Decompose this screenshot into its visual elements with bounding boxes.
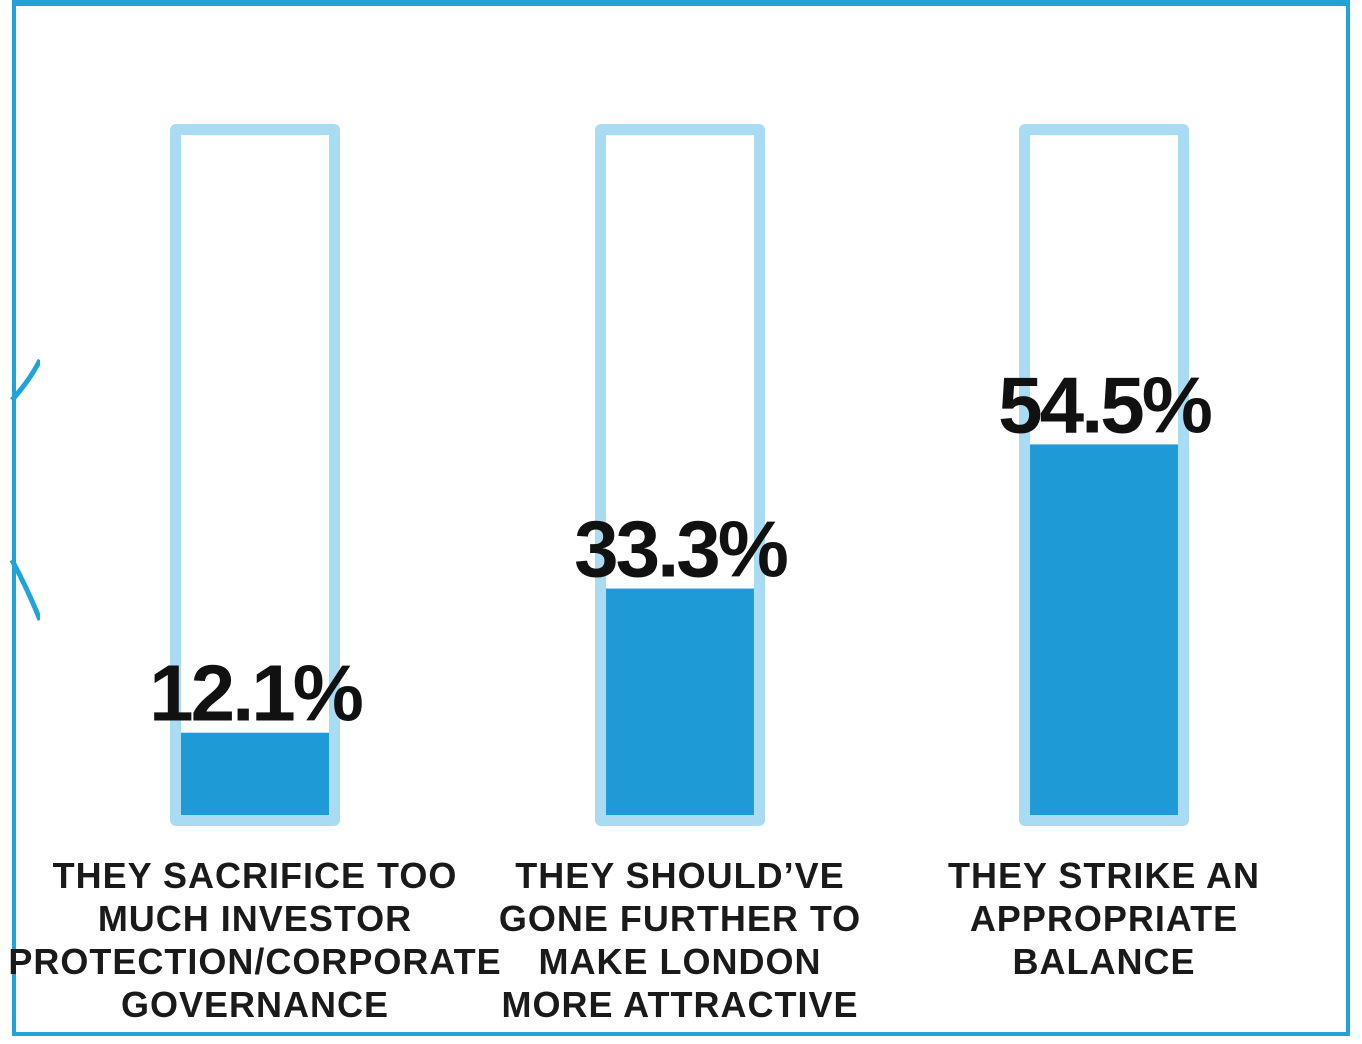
category-label-line: APPROPRIATE bbox=[970, 898, 1238, 939]
category-label-line: MUCH INVESTOR bbox=[98, 898, 412, 939]
bar bbox=[606, 588, 754, 815]
category-label: THEY SHOULD’VE GONE FURTHER TO MAKE LONDON… bbox=[499, 855, 861, 1025]
bar-tube-inner bbox=[181, 135, 329, 815]
data-label: 54.5% bbox=[998, 360, 1212, 449]
category-label: THEY SACRIFICE TOO MUCH INVESTOR PROTECTIO… bbox=[8, 855, 501, 1025]
bar-group: 33.3% THEY SHOULD’VE GONE FURTHER TO MAKE L… bbox=[499, 124, 861, 1025]
category-label-line: MAKE LONDON bbox=[539, 941, 822, 982]
data-label: 12.1% bbox=[149, 649, 363, 738]
data-label: 33.3% bbox=[574, 505, 788, 594]
bar bbox=[1030, 444, 1178, 815]
category-label-line: THEY SACRIFICE TOO bbox=[53, 855, 458, 896]
category-label: THEY STRIKE AN APPROPRIATE BALANCE bbox=[948, 855, 1260, 982]
category-label-line: MORE ATTRACTIVE bbox=[502, 984, 859, 1025]
category-label-line: PROTECTION/CORPORATE bbox=[8, 941, 501, 982]
category-label-line: GONE FURTHER TO bbox=[499, 898, 861, 939]
category-label-line: BALANCE bbox=[1013, 941, 1196, 982]
bar-group: 12.1% THEY SACRIFICE TOO MUCH INVESTOR PROT… bbox=[8, 124, 501, 1025]
category-label-line: THEY STRIKE AN bbox=[948, 855, 1260, 896]
bar bbox=[181, 732, 329, 815]
category-label-line: GOVERNANCE bbox=[121, 984, 389, 1025]
bar-group: 54.5% THEY STRIKE AN APPROPRIATE BALANCE bbox=[948, 124, 1260, 982]
category-label-line: THEY SHOULD’VE bbox=[515, 855, 844, 896]
